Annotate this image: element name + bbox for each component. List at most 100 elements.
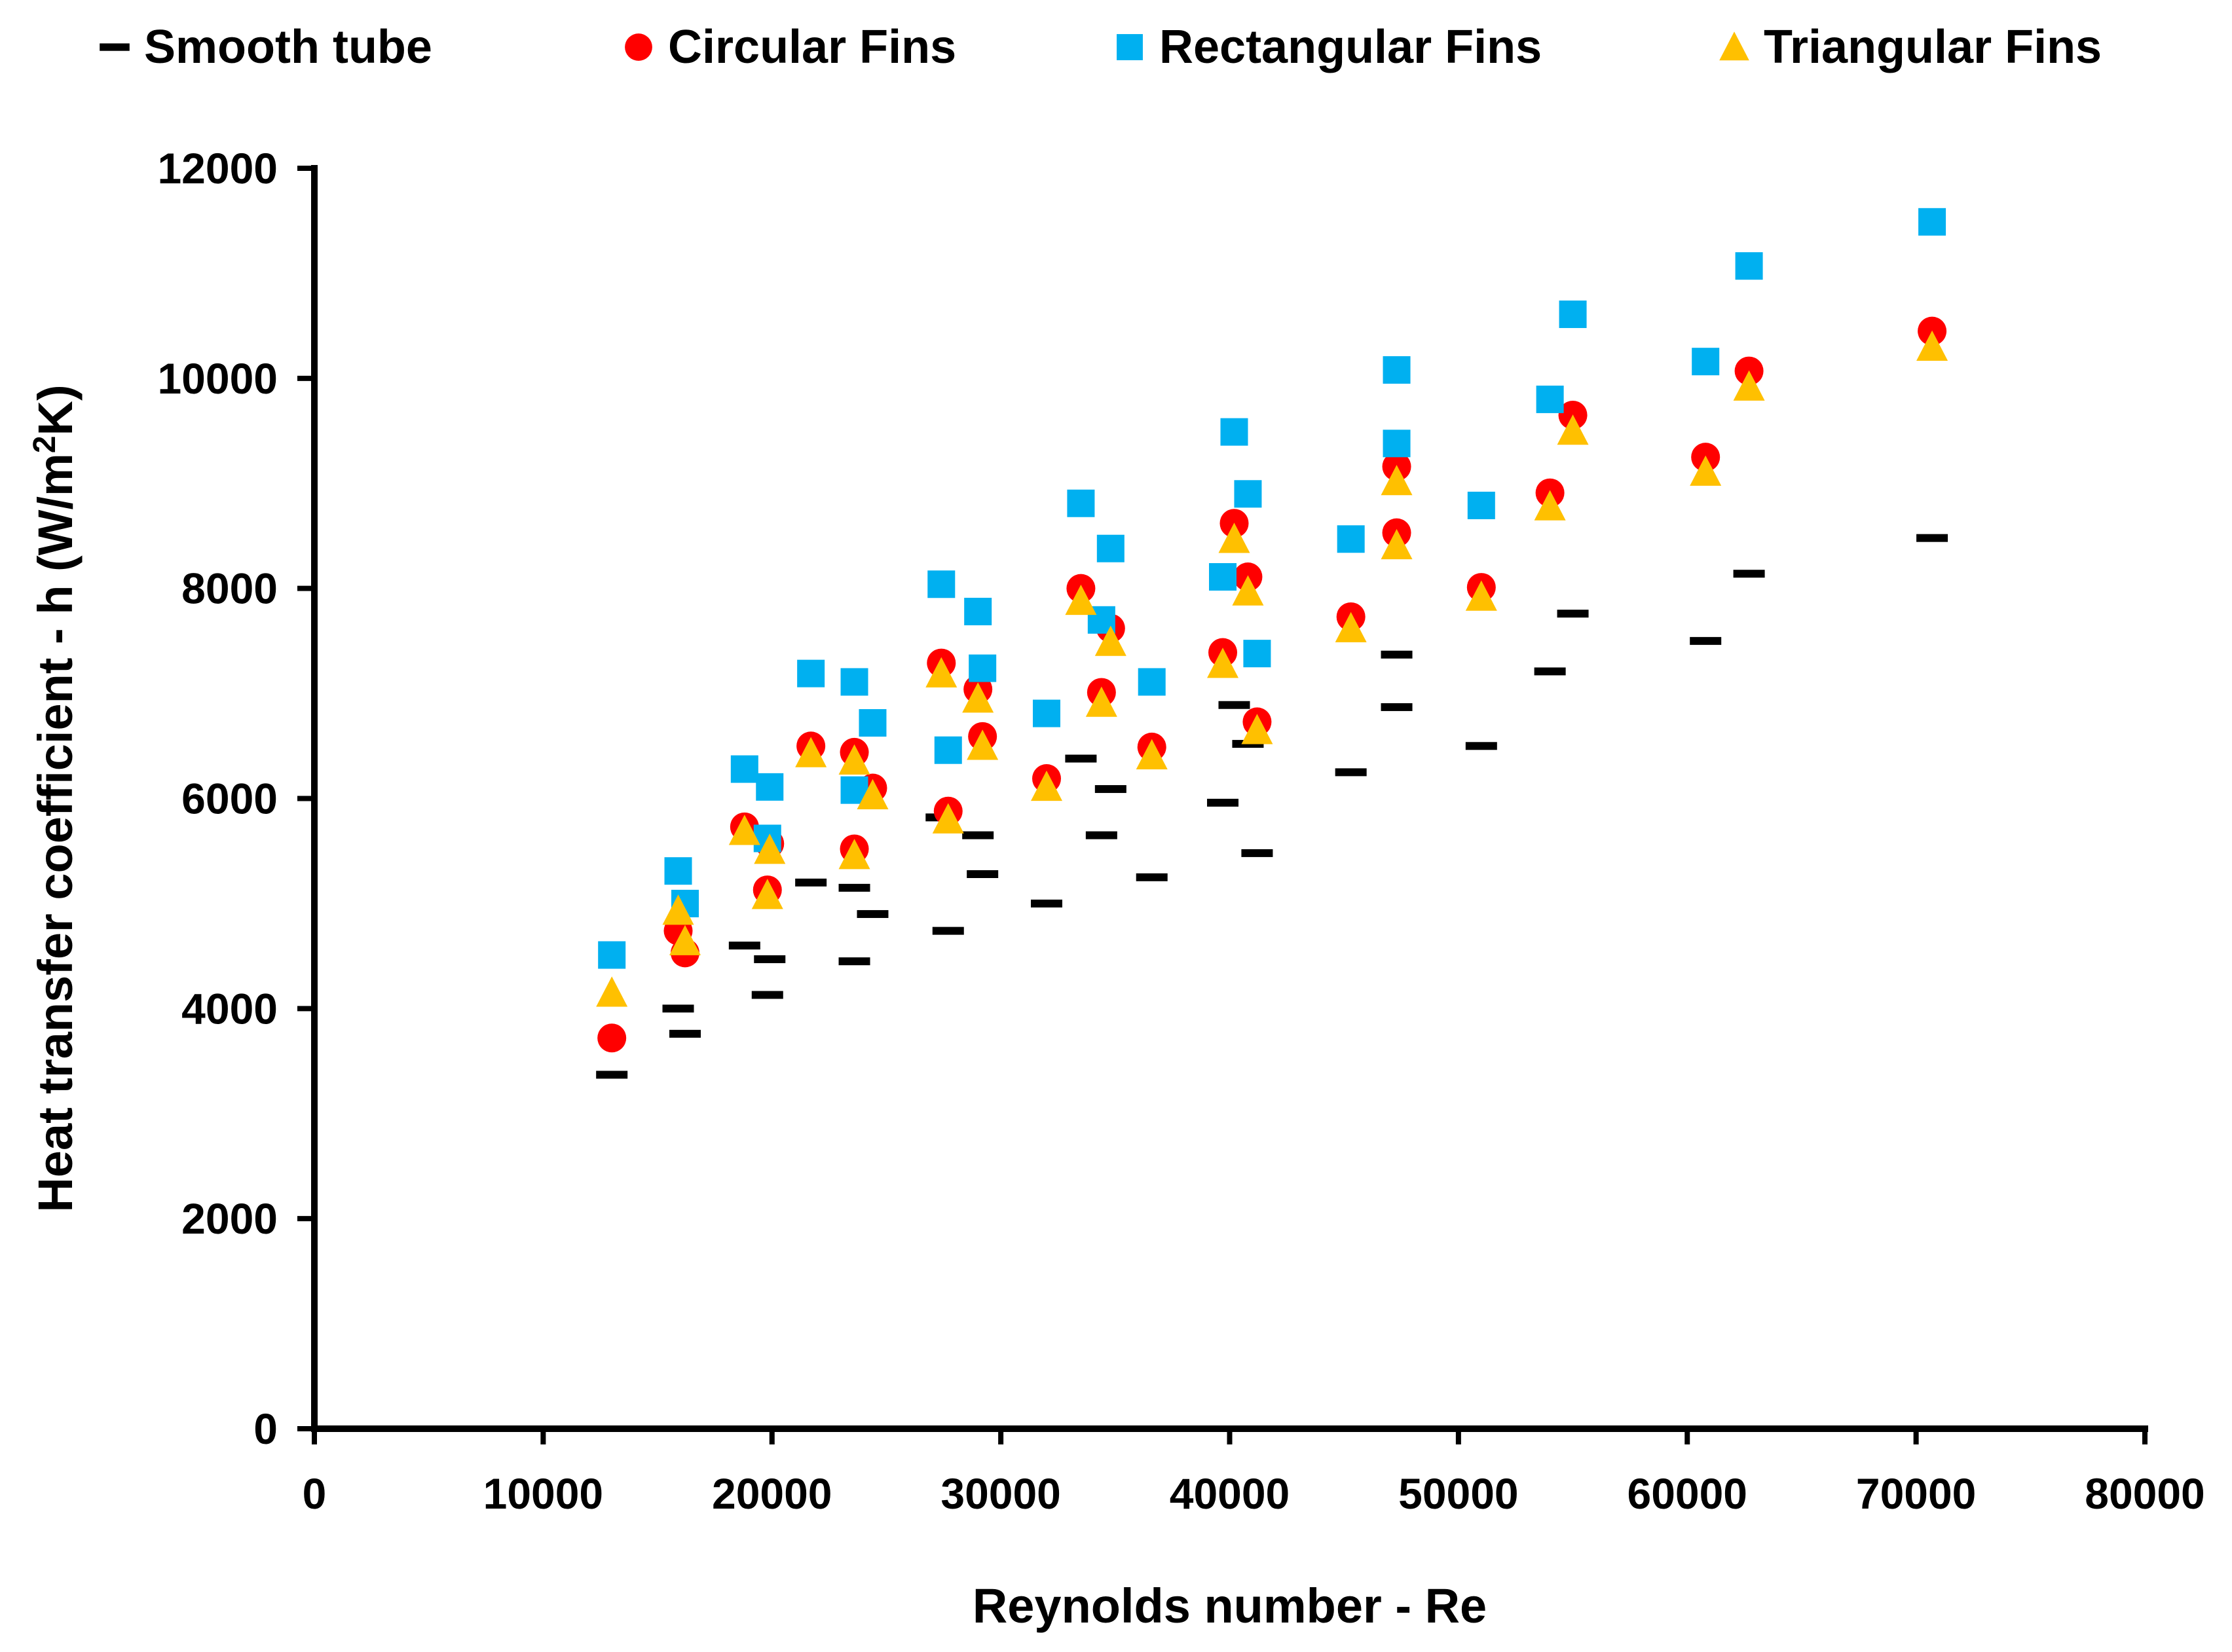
data-point [754,834,786,864]
data-point [1243,640,1271,668]
data-point [1207,798,1239,807]
data-point [1094,625,1126,656]
data-point [1136,873,1168,881]
legend-label: Rectangular Fins [1159,21,1542,73]
data-point [1534,667,1566,676]
data-point [1031,770,1062,801]
legend-marker [1719,31,1749,61]
data-point [795,737,827,767]
data-point [664,857,692,885]
x-tick-label: 10000 [483,1469,604,1518]
data-point [838,744,870,775]
y-axis-label-main: Heat transfer coefficient - h (W/m [28,453,83,1213]
data-point [795,878,827,887]
axes: 0 10000 20000 30000 40000 50000 60000 70000 8000… [157,144,2204,1518]
data-point [1241,714,1273,744]
y-tick-label: 0 [253,1404,278,1453]
data-point [1065,584,1097,615]
y-tick-label: 8000 [181,564,278,613]
x-axis-ticks: 0 10000 20000 30000 40000 50000 60000 70000 8000… [303,1429,2205,1518]
data-point [1690,455,1722,486]
data-point [751,879,783,909]
data-point [838,883,870,892]
data-point [730,755,758,783]
data-point [1096,534,1125,562]
data-point [728,815,760,845]
data-point [756,773,784,801]
legend-marker [100,43,130,51]
data-point [1559,300,1587,328]
x-tick-label: 30000 [940,1469,1061,1518]
series-triangular-fins [596,330,1948,1007]
data-point [1067,489,1095,517]
legend-item-smooth-tube: Smooth tube [100,21,432,73]
data-point [1692,348,1720,376]
data-point [597,1023,627,1053]
data-point [1534,490,1566,521]
data-point [1918,208,1946,236]
data-point [964,597,992,625]
data-points [596,208,1948,1079]
legend-label: Smooth tube [144,21,432,73]
data-point [967,870,999,878]
data-point [1085,831,1117,839]
y-tick-label: 6000 [181,775,278,823]
legend-label: Circular Fins [668,21,956,73]
data-point [962,682,994,713]
y-tick-label: 2000 [181,1194,278,1243]
x-axis-label: Reynolds number - Re [973,1579,1487,1633]
data-point [927,570,956,598]
data-point [669,925,701,955]
data-point [1335,768,1367,777]
data-point [1916,534,1948,542]
data-point [932,927,964,935]
data-point [598,941,626,969]
data-point [1690,636,1722,645]
data-point [1381,465,1413,496]
x-tick-label: 20000 [712,1469,832,1518]
y-axis-ticks: 0 2000 4000 6000 8000 10000 12000 [157,144,314,1453]
data-point [1218,523,1250,553]
data-point [934,736,962,764]
data-point [1218,701,1250,709]
x-tick-label: 40000 [1170,1469,1290,1518]
data-point [1383,430,1411,458]
y-axis-label-unit: K) [28,384,83,435]
legend-marker [1117,34,1143,60]
data-point [1232,575,1264,606]
data-point [1381,528,1413,560]
x-tick-label: 50000 [1398,1469,1519,1518]
data-point [1065,754,1097,763]
data-point [1033,699,1060,727]
data-point [754,955,786,963]
data-point [1557,414,1589,445]
data-point [1733,370,1765,401]
data-point [1465,580,1497,611]
data-point [1381,650,1413,659]
data-point [1536,385,1564,413]
data-point [596,976,628,1007]
data-point [857,779,889,809]
data-point [797,659,825,688]
data-point [859,709,887,737]
data-point [1383,356,1411,384]
x-tick-label: 60000 [1627,1469,1747,1518]
data-point [1138,668,1166,696]
data-point [969,654,997,682]
data-point [1467,491,1495,519]
data-point [840,668,868,696]
data-point [932,803,964,834]
data-point [838,957,870,966]
legend-item-rectangular-fins: Rectangular Fins [1117,21,1542,73]
legend-marker [625,33,652,61]
data-point [962,831,994,839]
data-point [1733,570,1765,578]
y-tick-label: 12000 [157,144,278,193]
data-point [1335,612,1367,642]
legend-item-circular-fins: Circular Fins [625,21,956,73]
legend: Smooth tube Circular Fins Rectangular Fins… [100,21,2102,73]
series-rectangular-fins [598,208,1946,969]
data-point [1735,252,1763,280]
